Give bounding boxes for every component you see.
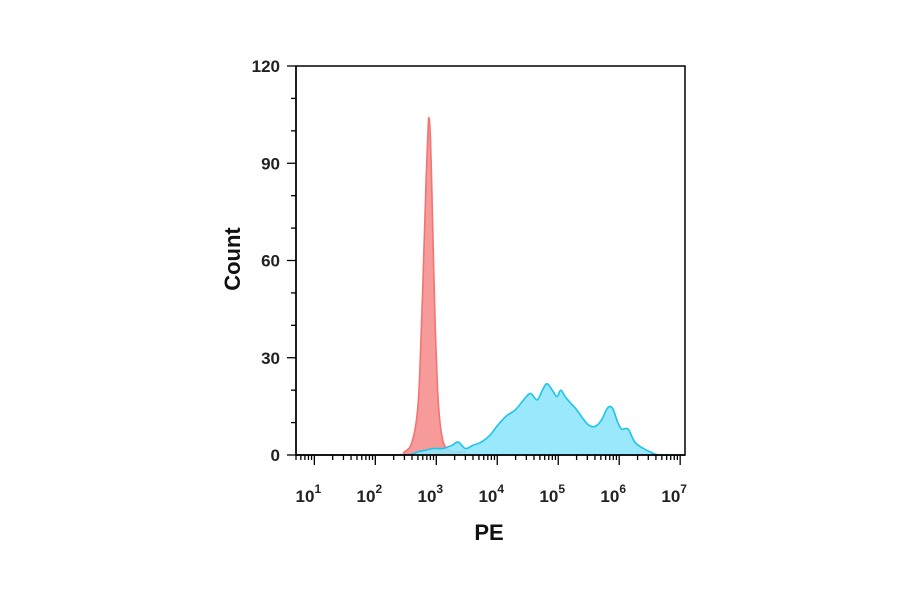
x-axis-label: PE xyxy=(474,520,503,545)
axis-layer: 0 30 60 90 120 101 102 103 104 105 106 107 xyxy=(252,57,688,506)
y-tick-label: 60 xyxy=(261,252,280,271)
series-1-line xyxy=(295,116,685,456)
series-2-line xyxy=(295,382,685,456)
y-axis-label: Count xyxy=(220,227,245,291)
x-tick-label: 101 xyxy=(296,482,322,506)
series-1-area xyxy=(296,117,685,456)
x-tick-label: 106 xyxy=(600,482,626,506)
x-tick-label: 104 xyxy=(478,482,504,506)
x-tick-label: 105 xyxy=(539,482,565,506)
x-tick-label: 107 xyxy=(661,482,687,506)
y-tick-label: 30 xyxy=(261,349,280,368)
series-2-area xyxy=(296,383,685,455)
plot-frame xyxy=(295,65,686,456)
y-tick-label: 120 xyxy=(252,57,280,76)
x-tick-label: 103 xyxy=(417,482,443,506)
y-tick-label: 90 xyxy=(261,154,280,173)
x-tick-label: 102 xyxy=(357,482,383,506)
series-layer xyxy=(295,116,685,456)
y-tick-label: 0 xyxy=(271,446,280,465)
